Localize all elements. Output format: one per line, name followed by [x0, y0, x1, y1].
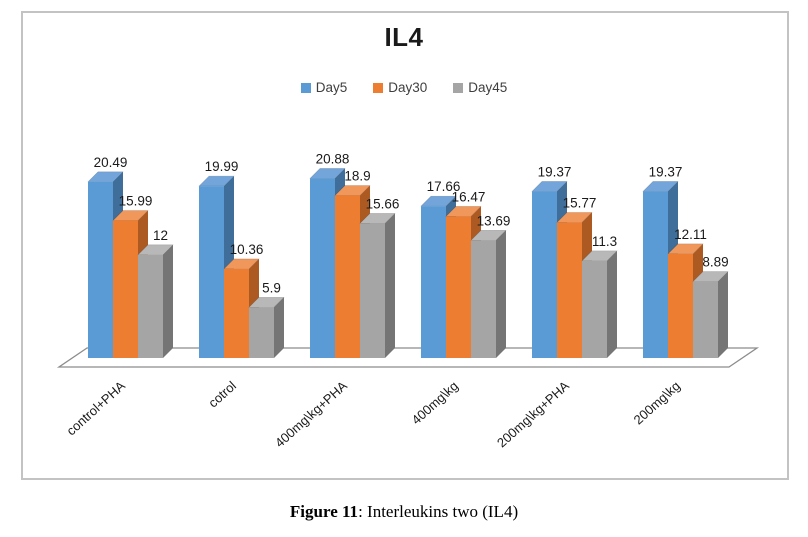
- legend-item-day30: Day30: [373, 80, 427, 95]
- bar-day30-control+PHA-front: [113, 220, 138, 358]
- value-label-day30-400mg\kg+PHA: 18.9: [344, 168, 370, 183]
- legend-label-day45: Day45: [468, 80, 508, 95]
- bar-day45-400mg\kg-front: [471, 240, 496, 358]
- category-label-400mg\kg: 400mg\kg: [409, 378, 461, 427]
- legend-swatch-day30: [373, 82, 384, 93]
- bar-day45-cotrol-side: [274, 297, 284, 358]
- value-label-day45-cotrol: 5.9: [262, 280, 281, 295]
- value-label-day30-400mg\kg: 16.47: [452, 189, 486, 204]
- value-label-day5-control+PHA: 20.49: [94, 155, 128, 170]
- value-label-day30-200mg\kg: 12.11: [674, 227, 707, 242]
- bar-day45-control+PHA-side: [163, 244, 173, 358]
- bar-day5-200mg\kg+PHA-front: [532, 191, 557, 358]
- value-label-day30-control+PHA: 15.99: [119, 193, 153, 208]
- figure-caption-number: Figure 11: [289, 502, 359, 521]
- category-label-400mg\kg+PHA: 400mg\kg+PHA: [272, 378, 350, 451]
- bar-day5-cotrol-front: [199, 186, 224, 358]
- category-label-control+PHA: control+PHA: [63, 378, 128, 438]
- value-label-day5-400mg\kg+PHA: 20.88: [316, 151, 350, 166]
- bar-day30-cotrol-front: [224, 268, 249, 358]
- value-label-day5-cotrol: 19.99: [205, 159, 239, 174]
- legend-item-day45: Day45: [453, 80, 507, 95]
- legend-label-day5: Day5: [315, 80, 348, 95]
- category-label-200mg\kg+PHA: 200mg\kg+PHA: [494, 378, 572, 451]
- category-label-cotrol: cotrol: [205, 378, 239, 410]
- bar-day5-control+PHA-front: [88, 181, 113, 358]
- bar-day45-400mg\kg+PHA-side: [385, 213, 395, 358]
- bar-day30-200mg\kg+PHA-front: [557, 222, 582, 358]
- bar-day45-control+PHA-front: [138, 254, 163, 358]
- legend-swatch-day45: [453, 82, 464, 93]
- figure-caption-text: : Interleukins two (IL4): [358, 502, 519, 521]
- category-label-200mg\kg: 200mg\kg: [631, 378, 683, 427]
- bar-day45-200mg\kg-front: [693, 281, 718, 358]
- value-label-day5-200mg\kg: 19.37: [649, 164, 683, 179]
- value-label-day30-200mg\kg+PHA: 15.77: [563, 195, 597, 210]
- bar-day5-400mg\kg+PHA-front: [310, 178, 335, 358]
- bar-day30-400mg\kg-front: [446, 216, 471, 358]
- bar-day45-200mg\kg+PHA-front: [582, 260, 607, 358]
- value-label-day45-400mg\kg+PHA: 15.66: [366, 196, 400, 211]
- legend-item-day5: Day5: [300, 80, 348, 95]
- bar-day45-200mg\kg+PHA-side: [607, 250, 617, 358]
- value-label-day45-control+PHA: 12: [153, 228, 168, 243]
- legend-label-day30: Day30: [388, 80, 428, 95]
- value-label-day45-200mg\kg: 8.89: [702, 255, 728, 270]
- value-label-day45-400mg\kg: 13.69: [477, 213, 511, 228]
- figure-caption: Figure 11: Interleukins two (IL4): [0, 502, 808, 522]
- value-label-day5-200mg\kg+PHA: 19.37: [538, 164, 572, 179]
- bar-day30-400mg\kg+PHA-front: [335, 195, 360, 358]
- value-label-day5-400mg\kg: 17.66: [427, 179, 461, 194]
- bar-day45-400mg\kg+PHA-front: [360, 223, 385, 358]
- bar-day5-200mg\kg-front: [643, 191, 668, 358]
- value-label-day45-200mg\kg+PHA: 11.3: [592, 234, 617, 249]
- bar-day30-200mg\kg-front: [668, 253, 693, 358]
- bar-day45-400mg\kg-side: [496, 230, 506, 358]
- value-label-day30-cotrol: 10.36: [230, 242, 264, 257]
- chart-title: IL4: [384, 22, 424, 52]
- bar-day45-200mg\kg-side: [718, 271, 728, 358]
- bar-day5-400mg\kg-front: [421, 206, 446, 358]
- bar-day45-cotrol-front: [249, 307, 274, 358]
- chart-legend: Day5 Day30 Day45: [0, 80, 808, 95]
- legend-swatch-day5: [300, 82, 311, 93]
